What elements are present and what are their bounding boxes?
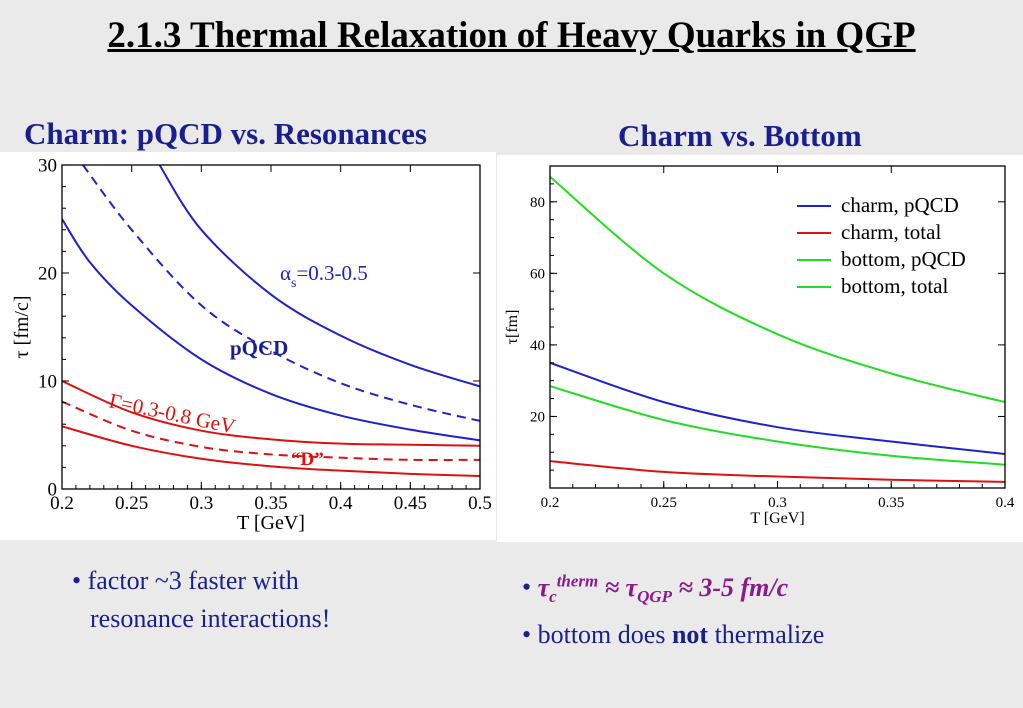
right-series-line-3: [550, 385, 1005, 466]
tau-equation: τctherm ≈ τQGP ≈ 3-5 fm/c: [537, 571, 789, 606]
right-y-tick-label: 20: [530, 410, 545, 426]
right-series-line-2: [550, 460, 1005, 483]
bottom-suffix: thermalize: [708, 619, 825, 649]
right-x-tick-label: 0.35: [878, 495, 904, 511]
left-series-line-3: [158, 165, 480, 388]
right-bullet-2: • bottom does not thermalize: [522, 616, 824, 654]
gamma-annotation: Γ=0.3-0.8 GeV: [107, 388, 238, 438]
tau-sub-c: c: [549, 586, 557, 606]
left-bullet-line-2: resonance interactions!: [90, 604, 331, 633]
left-x-tick-label: 0.25: [115, 493, 148, 514]
right-x-axis-label: T [GeV]: [750, 510, 804, 527]
approx-symbol: ≈: [598, 572, 626, 602]
left-x-tick-label: 0.35: [254, 493, 287, 514]
bottom-prefix: • bottom does: [522, 619, 672, 649]
right-x-tick-label: 0.4: [996, 495, 1015, 511]
left-x-tick-label: 0.45: [394, 493, 427, 514]
left-series-line-5: [62, 400, 480, 461]
left-y-axis-label: τ [fm/c]: [11, 295, 33, 358]
slide-title: 2.1.3 Thermal Relaxation of Heavy Quarks…: [107, 15, 916, 56]
pqcd-annotation: pQCD: [230, 336, 288, 360]
left-panel-title: Charm: pQCD vs. Resonances: [24, 116, 427, 151]
left-y-tick-label: 30: [38, 156, 57, 177]
legend-label: charm, total: [841, 220, 941, 244]
left-y-tick-label: 0: [48, 480, 58, 501]
legend-label: bottom, total: [841, 274, 948, 298]
left-series-line-6: [62, 380, 480, 447]
right-bullet-1: • τctherm ≈ τQGP ≈ 3-5 fm/c: [522, 562, 824, 616]
right-x-tick-label: 0.2: [541, 495, 560, 511]
right-panel-title: Charm vs. Bottom: [618, 118, 862, 153]
left-x-axis-label: T [GeV]: [237, 512, 305, 534]
left-series-line-2: [82, 165, 480, 422]
right-y-tick-label: 40: [530, 338, 545, 354]
tau-value: ≈ 3-5 fm/c: [672, 572, 789, 602]
tau-sup-therm: therm: [556, 571, 599, 590]
left-x-tick-label: 0.2: [50, 493, 74, 514]
tau-sub-qgp: QGP: [637, 586, 673, 606]
legend-label: bottom, pQCD: [841, 247, 966, 271]
right-series-line-1: [550, 361, 1005, 456]
alpha-annotation: αs=0.3-0.5: [280, 261, 368, 291]
left-x-tick-label: 0.5: [468, 493, 492, 514]
left-series-line-1: [62, 218, 480, 442]
left-bullet-line-1: • factor ~3 faster with: [72, 566, 299, 595]
right-bullets: • τctherm ≈ τQGP ≈ 3-5 fm/c • bottom doe…: [522, 562, 824, 654]
left-y-tick-label: 20: [38, 264, 57, 285]
alpha-range: =0.3-0.5: [296, 261, 367, 285]
right-y-tick-label: 80: [530, 195, 545, 211]
left-x-tick-label: 0.4: [329, 493, 353, 514]
alpha-subscript: s: [291, 276, 296, 291]
left-series-line-4: [62, 425, 480, 478]
bottom-not: not: [671, 619, 709, 649]
alpha-symbol: α: [280, 261, 291, 285]
right-chart-svg: 0.2 0.25 0.3 0.35 0.4 20 40 60 80 T [GeV] τ[fm] cha…: [504, 165, 1015, 527]
left-bullets: • factor ~3 faster with resonance intera…: [72, 562, 330, 638]
d-meson-annotation: “D”: [291, 449, 324, 470]
left-x-tick-label: 0.3: [189, 493, 213, 514]
right-y-axis-label: τ[fm]: [504, 310, 521, 345]
tau-symbol-1: τ: [537, 572, 550, 602]
right-series-line-4: [550, 175, 1005, 404]
right-legend: charm, pQCD charm, total bottom, pQCD botto…: [797, 193, 966, 298]
left-chart-svg: 0.2 0.25 0.3 0.35 0.4 0.45 0.5 0 10 20 30 T [GeV] τ …: [11, 156, 492, 534]
left-y-tick-label: 10: [38, 372, 57, 393]
left-plot-frame: [61, 164, 481, 490]
right-y-tick-label: 60: [530, 267, 545, 283]
legend-label: charm, pQCD: [841, 193, 959, 217]
right-chart: 0.2 0.25 0.3 0.35 0.4 20 40 60 80 T [GeV] τ[fm] cha…: [497, 155, 1023, 542]
bullet-dot: •: [522, 572, 532, 602]
left-chart: 0.2 0.25 0.3 0.35 0.4 0.45 0.5 0 10 20 30 T [GeV] τ …: [0, 152, 496, 540]
right-x-tick-label: 0.3: [768, 495, 787, 511]
right-x-tick-label: 0.25: [651, 495, 677, 511]
tau-symbol-2: τ: [625, 572, 638, 602]
